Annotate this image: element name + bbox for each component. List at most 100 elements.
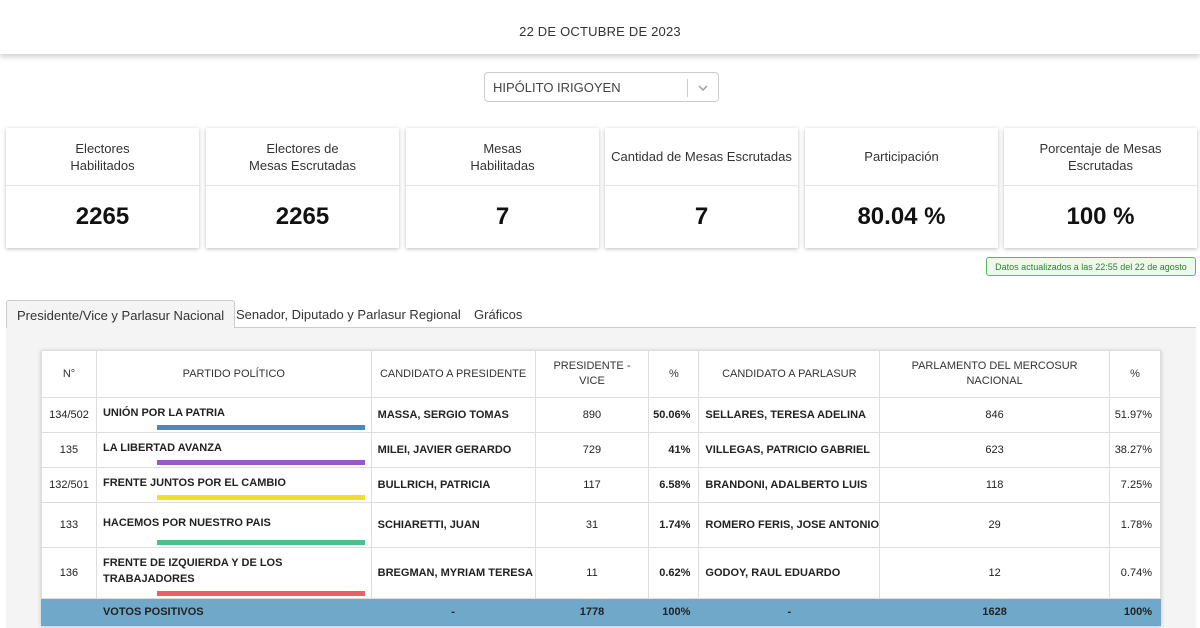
party-color-bar bbox=[156, 540, 365, 545]
footer-label: VOTOS POSITIVOS bbox=[95, 598, 372, 626]
table-footer-row: VOTOS POSITIVOS - 1778 100% - 1628 100% bbox=[41, 598, 1162, 626]
table-row: 135 LA LIBERTAD AVANZA MILEI, JAVIER GER… bbox=[41, 432, 1162, 468]
col-header-num: N° bbox=[41, 350, 97, 398]
cell-parl-votes: 12 bbox=[879, 547, 1110, 599]
tab-presidente-parlasur-nacional[interactable]: Presidente/Vice y Parlasur Nacional bbox=[6, 300, 236, 329]
cell-pres-pct: 0.62% bbox=[648, 547, 700, 599]
card-participacion: Participación 80.04 % bbox=[805, 128, 998, 248]
cell-cand-parl: SELLARES, TERESA ADELINA bbox=[698, 397, 881, 433]
updated-badge: Datos actualizados a las 22:55 del 22 de… bbox=[986, 257, 1196, 276]
party-name: HACEMOS POR NUESTRO PAIS bbox=[102, 517, 271, 529]
card-porcentaje-mesas-escrutadas: Porcentaje de Mesas Escrutadas 100 % bbox=[1004, 128, 1197, 248]
col-header-pres-vice: PRESIDENTE - VICE bbox=[534, 350, 650, 398]
cell-pres-pct: 50.06% bbox=[648, 397, 700, 433]
cell-pres-votes: 117 bbox=[534, 467, 650, 503]
footer-parl-votes: 1628 bbox=[879, 598, 1110, 626]
col-header-parlamento: PARLAMENTO DEL MERCOSUR NACIONAL bbox=[879, 350, 1110, 398]
footer-parl-pct: 100% bbox=[1108, 598, 1162, 626]
location-select[interactable]: HIPÓLITO IRIGOYEN bbox=[484, 72, 719, 102]
location-select-value: HIPÓLITO IRIGOYEN bbox=[493, 80, 621, 95]
cell-pres-votes: 729 bbox=[534, 432, 650, 468]
card-value: 2265 bbox=[75, 203, 130, 230]
cell-pres-votes: 31 bbox=[534, 502, 650, 548]
card-value: 7 bbox=[495, 203, 510, 230]
footer-pres-pct: 100% bbox=[648, 598, 700, 626]
cell-cand-parl: BRANDONI, ADALBERTO LUIS bbox=[698, 467, 881, 503]
chevron-down-icon[interactable] bbox=[696, 79, 710, 97]
cell-party: FRENTE JUNTOS POR EL CAMBIO bbox=[95, 467, 372, 503]
cell-party: LA LIBERTAD AVANZA bbox=[95, 432, 372, 468]
tab-senador-diputado-parlasur-regional[interactable]: Senador, Diputado y Parlasur Regional bbox=[236, 307, 461, 322]
party-color-bar bbox=[156, 460, 365, 465]
election-date: 22 DE OCTUBRE DE 2023 bbox=[519, 24, 681, 39]
cell-party: HACEMOS POR NUESTRO PAIS bbox=[95, 502, 372, 548]
cell-pres-pct: 41% bbox=[648, 432, 700, 468]
table-row: 133 HACEMOS POR NUESTRO PAIS SCHIARETTI,… bbox=[41, 502, 1162, 548]
card-value: 2265 bbox=[275, 203, 330, 230]
top-header: 22 DE OCTUBRE DE 2023 bbox=[0, 0, 1200, 54]
col-header-cand-parl: CANDIDATO A PARLASUR bbox=[698, 350, 881, 398]
card-cantidad-mesas-escrutadas: Cantidad de Mesas Escrutadas 7 bbox=[605, 128, 798, 248]
select-separator bbox=[687, 79, 688, 97]
col-header-cand-pres: CANDIDATO A PRESIDENTE bbox=[370, 350, 536, 398]
table-row: 136 FRENTE DE IZQUIERDA Y DE LOS TRABAJA… bbox=[41, 547, 1162, 599]
card-electores-mesas-escrutadas: Electores de Mesas Escrutadas 2265 bbox=[206, 128, 399, 248]
results-table: N° PARTIDO POLÍTICO CANDIDATO A PRESIDEN… bbox=[41, 350, 1162, 626]
table-row: 132/501 FRENTE JUNTOS POR EL CAMBIO BULL… bbox=[41, 467, 1162, 503]
card-label: Participación bbox=[805, 128, 998, 186]
footer-cand-parl: - bbox=[698, 598, 881, 626]
cell-parl-pct: 0.74% bbox=[1108, 547, 1162, 599]
card-label: Porcentaje de Mesas Escrutadas bbox=[1004, 128, 1197, 186]
cell-num: 136 bbox=[41, 547, 97, 599]
card-label: Mesas Habilitadas bbox=[406, 128, 599, 186]
card-label: Electores Habilitados bbox=[6, 128, 199, 186]
table-row: 134/502 UNIÓN POR LA PATRIA MASSA, SERGI… bbox=[41, 397, 1162, 433]
party-name: UNIÓN POR LA PATRIA bbox=[102, 407, 225, 419]
cell-pres-pct: 6.58% bbox=[648, 467, 700, 503]
cell-pres-votes: 11 bbox=[534, 547, 650, 599]
col-header-pct: % bbox=[648, 350, 700, 398]
cell-parl-votes: 623 bbox=[879, 432, 1110, 468]
cell-parl-pct: 38.27% bbox=[1108, 432, 1162, 468]
card-value: 100 % bbox=[1066, 203, 1135, 230]
cell-pres-pct: 1.74% bbox=[648, 502, 700, 548]
cell-cand-parl: GODOY, RAUL EDUARDO bbox=[698, 547, 881, 599]
cell-parl-pct: 7.25% bbox=[1108, 467, 1162, 503]
results-tabs: Presidente/Vice y Parlasur Nacional Sena… bbox=[6, 300, 1196, 329]
cell-parl-votes: 118 bbox=[879, 467, 1110, 503]
cell-cand-parl: VILLEGAS, PATRICIO GABRIEL bbox=[698, 432, 881, 468]
cell-cand-pres: SCHIARETTI, JUAN bbox=[370, 502, 536, 548]
cell-num: 135 bbox=[41, 432, 97, 468]
cell-cand-pres: MASSA, SERGIO TOMAS bbox=[370, 397, 536, 433]
tab-graficos[interactable]: Gráficos bbox=[474, 307, 523, 322]
cell-num: 134/502 bbox=[41, 397, 97, 433]
col-header-party: PARTIDO POLÍTICO bbox=[95, 350, 372, 398]
card-electores-habilitados: Electores Habilitados 2265 bbox=[6, 128, 199, 248]
party-name: FRENTE DE IZQUIERDA Y DE LOS TRABAJADORE… bbox=[102, 557, 283, 585]
cell-parl-pct: 51.97% bbox=[1108, 397, 1162, 433]
party-color-bar bbox=[156, 425, 365, 430]
cell-num: 132/501 bbox=[41, 467, 97, 503]
cell-cand-pres: BULLRICH, PATRICIA bbox=[370, 467, 536, 503]
cell-cand-pres: BREGMAN, MYRIAM TERESA bbox=[370, 547, 536, 599]
card-label: Electores de Mesas Escrutadas bbox=[206, 128, 399, 186]
party-color-bar bbox=[156, 495, 365, 500]
cell-parl-votes: 29 bbox=[879, 502, 1110, 548]
table-header-row: N° PARTIDO POLÍTICO CANDIDATO A PRESIDEN… bbox=[41, 350, 1162, 398]
cell-party: FRENTE DE IZQUIERDA Y DE LOS TRABAJADORE… bbox=[95, 547, 372, 599]
footer-pres-votes: 1778 bbox=[534, 598, 650, 626]
cell-num: 133 bbox=[41, 502, 97, 548]
cell-parl-pct: 1.78% bbox=[1108, 502, 1162, 548]
party-color-bar bbox=[156, 591, 365, 596]
card-value: 7 bbox=[694, 203, 709, 230]
cell-cand-parl: ROMERO FERIS, JOSE ANTONIO bbox=[698, 502, 881, 548]
cell-pres-votes: 890 bbox=[534, 397, 650, 433]
cell-party: UNIÓN POR LA PATRIA bbox=[95, 397, 372, 433]
card-label: Cantidad de Mesas Escrutadas bbox=[605, 128, 798, 186]
card-value: 80.04 % bbox=[857, 203, 946, 230]
party-name: LA LIBERTAD AVANZA bbox=[102, 442, 222, 454]
footer-cand-pres: - bbox=[370, 598, 536, 626]
cell-cand-pres: MILEI, JAVIER GERARDO bbox=[370, 432, 536, 468]
col-header-pct-parl: % bbox=[1108, 350, 1162, 398]
footer-num bbox=[41, 598, 97, 626]
